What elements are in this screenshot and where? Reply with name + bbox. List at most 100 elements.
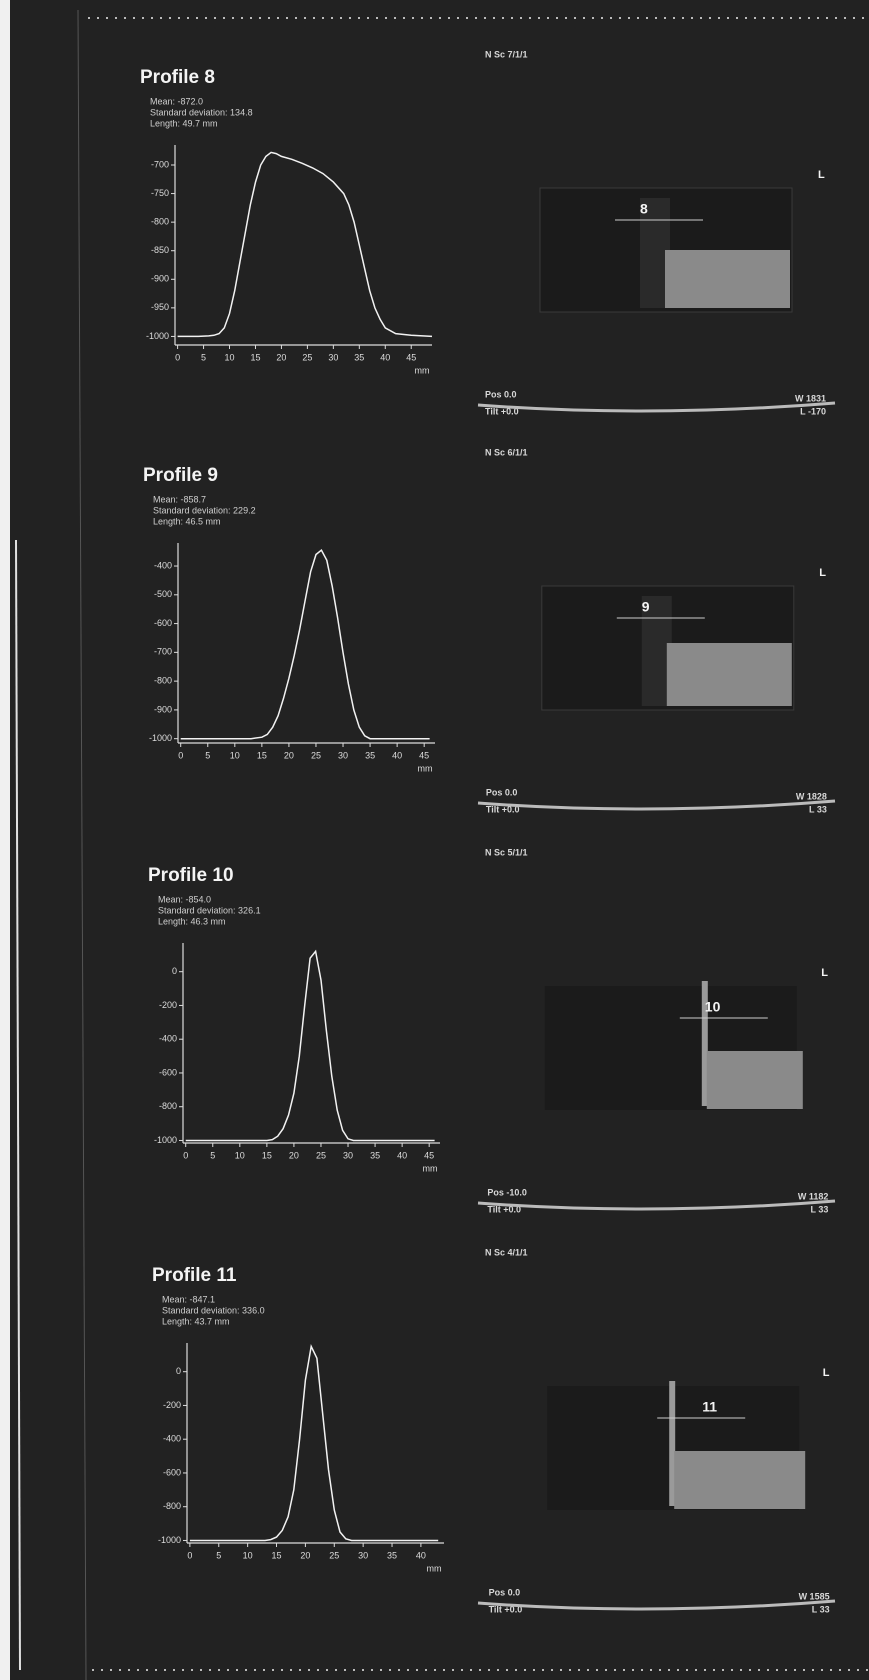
x-axis-label: mm (427, 1563, 442, 1573)
y-tick-label: -600 (154, 618, 172, 628)
x-tick-label: 15 (272, 1550, 282, 1560)
scan-label: N Sc 7/1/1 (485, 49, 528, 59)
y-tick-label: 0 (172, 966, 177, 976)
y-tick-label: -600 (163, 1467, 181, 1477)
orientation-label: L (818, 169, 825, 181)
profile-stat: Mean: -872.0 (150, 96, 203, 106)
x-tick-label: 45 (419, 750, 429, 760)
marker-label: 11 (702, 1399, 717, 1415)
x-tick-label: 15 (250, 352, 260, 362)
orientation-label: L (823, 1367, 830, 1379)
x-tick-label: 5 (216, 1550, 221, 1560)
x-tick-label: 5 (205, 750, 210, 760)
y-tick-label: -600 (159, 1067, 177, 1077)
x-tick-label: 35 (365, 750, 375, 760)
y-tick-label: -1000 (154, 1135, 177, 1145)
profile-title: Profile 8 (140, 67, 215, 88)
page-edge (0, 0, 10, 1680)
level-label: L 33 (811, 1204, 829, 1214)
profile-stat: Standard deviation: 326.1 (158, 905, 261, 915)
y-tick-label: -1000 (146, 331, 169, 341)
scan-label: N Sc 6/1/1 (485, 447, 528, 457)
profile-stat: Mean: -858.7 (153, 494, 206, 504)
y-tick-label: -900 (151, 274, 169, 284)
ct-phantom (674, 1451, 805, 1509)
y-tick-label: -200 (163, 1400, 181, 1410)
x-tick-label: 0 (175, 352, 180, 362)
document: Profile 8 Mean: -872.0 Standard deviation:… (0, 0, 869, 1680)
x-tick-label: 25 (302, 352, 312, 362)
profile-stat: Standard deviation: 229.2 (153, 505, 256, 515)
orientation-label: L (821, 967, 828, 979)
y-tick-label: -200 (159, 1000, 177, 1010)
marker-label: 10 (705, 999, 721, 1015)
profile-stat: Length: 46.3 mm (158, 916, 226, 926)
x-tick-label: 30 (358, 1550, 368, 1560)
window-label: W 1828 (796, 791, 827, 801)
x-tick-label: 5 (210, 1150, 215, 1160)
y-tick-label: -800 (159, 1101, 177, 1111)
x-tick-label: 25 (316, 1150, 326, 1160)
level-label: L 33 (812, 1604, 830, 1614)
profile-stat: Length: 49.7 mm (150, 118, 218, 128)
x-tick-label: 5 (201, 352, 206, 362)
profile-stat: Length: 46.5 mm (153, 516, 221, 526)
marker-label: 9 (642, 599, 650, 615)
x-tick-label: 25 (311, 750, 321, 760)
window-label: W 1585 (799, 1591, 830, 1601)
x-tick-label: 40 (416, 1550, 426, 1560)
x-tick-label: 40 (392, 750, 402, 760)
y-tick-label: -700 (151, 159, 169, 169)
pos-label: Pos 0.0 (489, 1587, 521, 1597)
profile-title: Profile 10 (148, 865, 234, 886)
x-tick-label: 35 (354, 352, 364, 362)
x-tick-label: 0 (178, 750, 183, 760)
profile-title: Profile 9 (143, 465, 218, 486)
level-label: L 33 (809, 804, 827, 814)
profile-stat: Mean: -847.1 (162, 1294, 215, 1304)
x-axis-label: mm (423, 1163, 438, 1173)
x-tick-label: 45 (424, 1150, 434, 1160)
profile-stat: Length: 43.7 mm (162, 1316, 230, 1326)
y-tick-label: -1000 (149, 733, 172, 743)
x-tick-label: 30 (343, 1150, 353, 1160)
pos-label: Pos 0.0 (485, 389, 517, 399)
y-tick-label: -850 (151, 245, 169, 255)
x-tick-label: 40 (397, 1150, 407, 1160)
scan-label: N Sc 5/1/1 (485, 847, 528, 857)
x-tick-label: 20 (276, 352, 286, 362)
x-tick-label: 45 (406, 352, 416, 362)
profile-stat: Standard deviation: 336.0 (162, 1305, 265, 1315)
y-tick-label: -700 (154, 647, 172, 657)
x-axis-label: mm (415, 365, 430, 375)
y-tick-label: -800 (163, 1501, 181, 1511)
x-tick-label: 0 (183, 1150, 188, 1160)
pos-label: Pos 0.0 (486, 787, 518, 797)
x-tick-label: 10 (225, 352, 235, 362)
x-tick-label: 20 (300, 1550, 310, 1560)
orientation-label: L (819, 567, 826, 579)
y-tick-label: -500 (154, 589, 172, 599)
x-axis-label: mm (418, 763, 433, 773)
ct-phantom (665, 250, 790, 308)
y-tick-label: 0 (176, 1366, 181, 1376)
x-tick-label: 15 (262, 1150, 272, 1160)
y-tick-label: -400 (159, 1034, 177, 1044)
y-tick-label: -900 (154, 704, 172, 714)
x-tick-label: 25 (329, 1550, 339, 1560)
x-tick-label: 10 (230, 750, 240, 760)
page: Profile 8 Mean: -872.0 Standard deviation:… (0, 0, 869, 1680)
y-tick-label: -400 (163, 1434, 181, 1444)
window-label: W 1182 (798, 1191, 829, 1201)
x-tick-label: 30 (328, 352, 338, 362)
marker-label: 8 (640, 201, 648, 217)
window-label: W 1831 (795, 393, 826, 403)
x-tick-label: 35 (387, 1550, 397, 1560)
scan-label: N Sc 4/1/1 (485, 1247, 528, 1257)
x-tick-label: 20 (289, 1150, 299, 1160)
ct-phantom (707, 1051, 803, 1109)
y-tick-label: -1000 (158, 1535, 181, 1545)
y-tick-label: -750 (151, 188, 169, 198)
ct-phantom (667, 643, 792, 706)
x-tick-label: 15 (257, 750, 267, 760)
